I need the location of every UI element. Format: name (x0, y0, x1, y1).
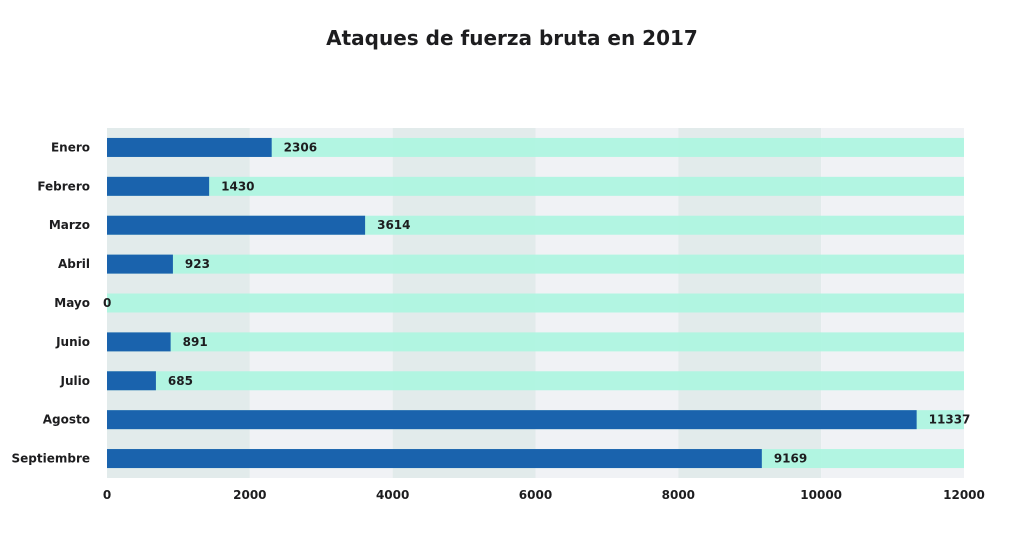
bars (107, 137, 917, 469)
category-label: Septiembre (11, 452, 90, 466)
data-label: 3614 (377, 218, 410, 232)
category-label: Agosto (43, 413, 90, 427)
data-label: 9169 (774, 452, 807, 466)
x-tick-label: 12000 (943, 488, 985, 502)
category-label: Julio (60, 374, 90, 388)
category-label: Junio (55, 335, 90, 349)
bar (107, 254, 173, 274)
bar-track (107, 254, 964, 274)
x-axis-ticks: 0 2000 4000 6000 8000 10000 12000 (103, 488, 985, 502)
x-tick-label: 8000 (662, 488, 695, 502)
bar-track (107, 332, 964, 352)
x-tick-label: 0 (103, 488, 111, 502)
data-label: 2306 (284, 140, 317, 154)
bar-track (107, 371, 964, 391)
data-label: 11337 (929, 413, 971, 427)
chart-title: Ataques de fuerza bruta en 2017 (326, 26, 698, 50)
bar (107, 371, 156, 391)
bar (107, 410, 917, 430)
bar-track (107, 293, 964, 313)
x-tick-label: 2000 (233, 488, 266, 502)
data-label: 0 (103, 296, 111, 310)
bar (107, 215, 366, 235)
bar (107, 137, 272, 157)
data-label: 685 (168, 374, 193, 388)
category-label: Enero (51, 140, 90, 154)
bar-track (107, 176, 964, 196)
category-label: Mayo (54, 296, 90, 310)
bar-track (107, 137, 964, 157)
category-label: Febrero (37, 179, 90, 193)
bar (107, 332, 171, 352)
bar (107, 449, 762, 469)
category-labels: Enero Febrero Marzo Abril Mayo Junio Julio Agos… (11, 140, 90, 465)
x-tick-label: 4000 (376, 488, 409, 502)
data-label: 1430 (221, 179, 254, 193)
data-label: 923 (185, 257, 210, 271)
value-labels: 2306 1430 3614 923 0 891 685 11337 9169 (103, 140, 970, 465)
bar (107, 176, 210, 196)
x-tick-label: 6000 (519, 488, 552, 502)
category-label: Abril (58, 257, 90, 271)
x-tick-label: 10000 (800, 488, 842, 502)
category-label: Marzo (49, 218, 90, 232)
data-label: 891 (183, 335, 208, 349)
